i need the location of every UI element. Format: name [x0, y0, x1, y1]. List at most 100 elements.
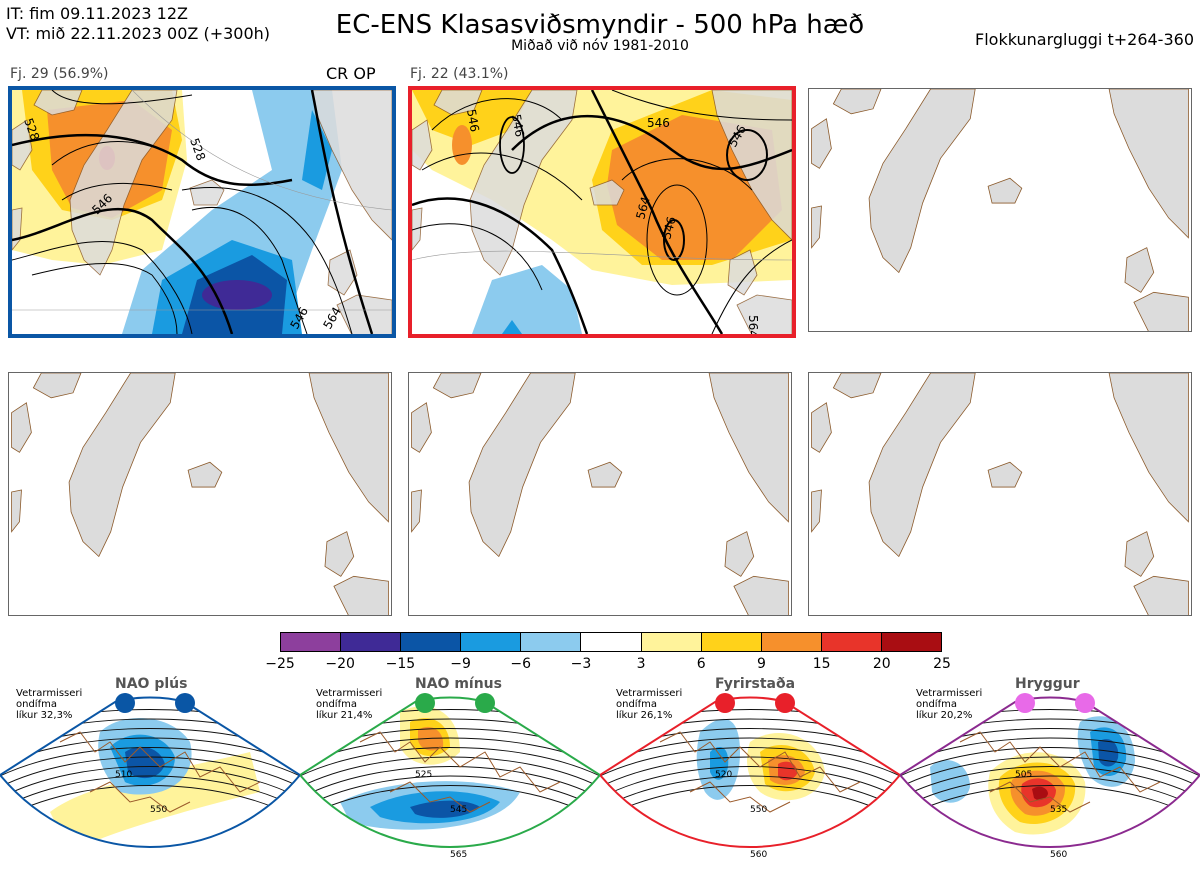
height-contour	[600, 747, 900, 777]
regime-panel-2: 525 545 565 NAO mínus Vetrarmisseri ondífma lí…	[300, 672, 600, 871]
height-contour	[0, 766, 300, 799]
colorbar-tick-label: 9	[756, 656, 766, 672]
anomaly-area	[50, 752, 260, 847]
anomaly-area	[930, 759, 970, 803]
regime-info: Vetrarmisseri ondífma líkur 21,4%	[316, 688, 382, 721]
regime-border	[300, 696, 600, 848]
cluster-2-label: Fj. 22 (43.1%)	[410, 66, 509, 82]
regime-marker-dot	[415, 693, 435, 713]
contour-label: 564	[746, 315, 760, 334]
cluster-1-tag: CR OP	[326, 64, 376, 83]
regime-marker-dot	[475, 693, 495, 713]
regime-info-line: líkur 32,3%	[16, 710, 73, 721]
colorbar-tick-label: 25	[933, 656, 951, 672]
height-contour	[900, 785, 1200, 821]
colorbar-tick-label: 15	[812, 656, 831, 672]
regime-contour-label: 535	[1050, 805, 1067, 815]
regime-contour-label: 560	[750, 850, 767, 860]
regime-info-line: ondífma	[316, 699, 357, 710]
regime-contour-label: 550	[150, 805, 167, 815]
regime-info-line: ondífma	[616, 699, 657, 710]
anomaly-area	[125, 746, 165, 779]
regime-title: NAO mínus	[415, 676, 502, 692]
contour-label: 546	[647, 116, 670, 130]
regime-contour-label: 520	[715, 770, 732, 780]
regime-contour-label: 505	[1015, 770, 1032, 780]
regime-title: Hryggur	[1015, 676, 1080, 692]
regime-info-line: Vetrarmisseri	[316, 688, 383, 699]
height-contour	[600, 766, 900, 799]
regime-marker-dot	[115, 693, 135, 713]
height-contour	[0, 747, 300, 777]
regime-info: Vetrarmisseri ondífma líkur 20,2%	[916, 688, 982, 721]
regime-panel-1: 510 550 NAO plús Vetrarmisseri ondífma líkur …	[0, 672, 300, 871]
colorbar-tick-label: −3	[570, 656, 592, 672]
regime-contour-label: 565	[450, 850, 467, 860]
regime-contour-label: 545	[450, 805, 467, 815]
colorbar-cell	[341, 633, 402, 651]
header-info: IT: fim 09.11.2023 12Z VT: mið 22.11.202…	[6, 4, 270, 44]
regime-title: NAO plús	[115, 676, 188, 692]
colorbar-tick-label: 20	[872, 656, 891, 672]
colorbar-cell	[641, 633, 702, 651]
colorbar-cell	[821, 633, 882, 651]
height-contour	[600, 775, 900, 810]
height-contour	[900, 775, 1200, 810]
colorbar-tick-label: 3	[636, 656, 646, 672]
regime-marker-dot	[775, 693, 795, 713]
regime-border	[600, 696, 900, 848]
regime-panel-4: 505 535 560 Hryggur Vetrarmisseri ondífma líku…	[900, 672, 1200, 871]
height-contour	[900, 747, 1200, 777]
regime-info-line: Vetrarmisseri	[916, 688, 983, 699]
anomaly-area	[1032, 786, 1048, 801]
regime-contour-label: 510	[115, 770, 132, 780]
colorbar-cell	[281, 633, 342, 651]
anomaly-area	[1020, 860, 1050, 871]
initial-time: IT: fim 09.11.2023 12Z	[6, 4, 188, 23]
regime-marker-dot	[175, 693, 195, 713]
regime-info-line: líkur 20,2%	[916, 710, 973, 721]
empty-map-panel	[8, 372, 392, 616]
height-contour	[300, 775, 600, 810]
regime-title: Fyrirstaða	[715, 676, 796, 692]
empty-map-panel	[808, 372, 1192, 616]
regime-info-line: líkur 21,4%	[316, 710, 373, 721]
regime-marker-dot	[1015, 693, 1035, 713]
anomaly-area	[710, 747, 729, 780]
page-subtitle: Miðað við nóv 1981-2010	[511, 38, 689, 54]
colorbar-cell	[881, 633, 942, 651]
height-contour	[0, 785, 300, 821]
contour-label: 546	[509, 113, 527, 138]
classification-window: Flokkunargluggi t+264-360	[975, 30, 1194, 49]
height-contour	[300, 766, 600, 799]
regime-contour-label: 550	[750, 805, 767, 815]
height-contour	[600, 785, 900, 821]
anomaly-area	[1098, 739, 1119, 767]
colorbar-tick-label: 6	[696, 656, 706, 672]
colorbar-cell	[761, 633, 822, 651]
colorbar-tick-label: −15	[385, 656, 416, 672]
coastline	[359, 731, 561, 813]
contour-label: 546	[464, 108, 482, 133]
regime-contour-label: 525	[415, 770, 432, 780]
regime-info-line: ondífma	[916, 699, 957, 710]
colorbar-tick-label: −25	[265, 656, 295, 672]
anomaly-area	[410, 800, 480, 818]
regime-marker-dot	[1075, 693, 1095, 713]
anomaly-area	[778, 761, 798, 781]
regime-info-line: Vetrarmisseri	[616, 688, 683, 699]
colorbar-cell	[461, 633, 522, 651]
colorbar-tick-label: −6	[510, 656, 532, 672]
colorbar-tick-label: −9	[450, 656, 471, 672]
coastline	[959, 731, 1161, 813]
height-contour	[0, 775, 300, 810]
regime-border	[900, 696, 1200, 848]
page-title: EC-ENS Klasasviðsmyndir - 500 hPa hæð	[335, 10, 865, 40]
coastline	[659, 731, 861, 813]
regime-contour-label: 560	[1050, 850, 1067, 860]
contour-label: 546	[659, 215, 678, 241]
regime-border	[0, 696, 300, 848]
cluster-1-label: Fj. 29 (56.9%)	[10, 66, 109, 82]
colorbar-cell	[581, 633, 642, 651]
height-contour	[300, 747, 600, 777]
